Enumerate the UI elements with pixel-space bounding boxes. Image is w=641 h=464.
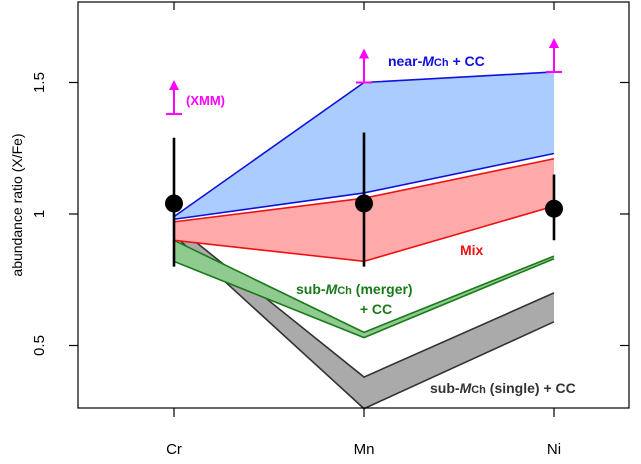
axes: 0.5 1 1.5 Cr Mn Ni — [31, 2, 629, 458]
data-point-ni — [545, 199, 563, 218]
band-upper-edge-sub-mch-merger-cc — [173, 239, 555, 334]
band-label-merger-line2: + CC — [360, 301, 392, 317]
lower-limit-mn — [356, 48, 372, 84]
x-tick-label-ni: Ni — [547, 441, 561, 458]
x-tick-label-mn: Mn — [354, 441, 375, 458]
data-point-mn — [355, 194, 373, 213]
up-arrow-icon — [169, 80, 179, 91]
x-tick-label-cr: Cr — [166, 441, 182, 458]
y-axis-title: abundance ratio (X/Fe) — [9, 133, 25, 276]
up-arrow-icon — [359, 48, 369, 59]
observed-points — [165, 132, 563, 267]
y-tick-label: 1 — [31, 210, 48, 218]
xmm-label: (XMM) — [186, 93, 225, 108]
y-tick-label: 0.5 — [31, 335, 48, 356]
y-tick-label: 1.5 — [31, 72, 48, 93]
lower-limit-arrows: (XMM) — [166, 37, 562, 116]
lower-limit-cr — [166, 80, 182, 116]
band-labels: near-MCh + CC sub-MCh (merger) + CC sub-MCh… — [296, 53, 576, 396]
band-label-mix: Mix — [460, 242, 484, 258]
band-sub-mch-merger-cc — [174, 240, 554, 338]
band-label-sub-mch-single-cc: sub-MCh (single) + CC — [430, 380, 576, 396]
lower-limit-ni — [546, 37, 562, 73]
plot-frame — [77, 1, 630, 409]
data-point-cr — [165, 194, 183, 213]
band-sub-mch-single-cc — [174, 224, 554, 409]
up-arrow-icon — [549, 37, 559, 48]
band-label-sub-mch-merger-cc: sub-MCh (merger) — [296, 281, 413, 297]
band-label-near-mch-cc: near-MCh + CC — [388, 53, 485, 69]
band-lower-edge-sub-mch-merger-cc — [173, 257, 555, 339]
